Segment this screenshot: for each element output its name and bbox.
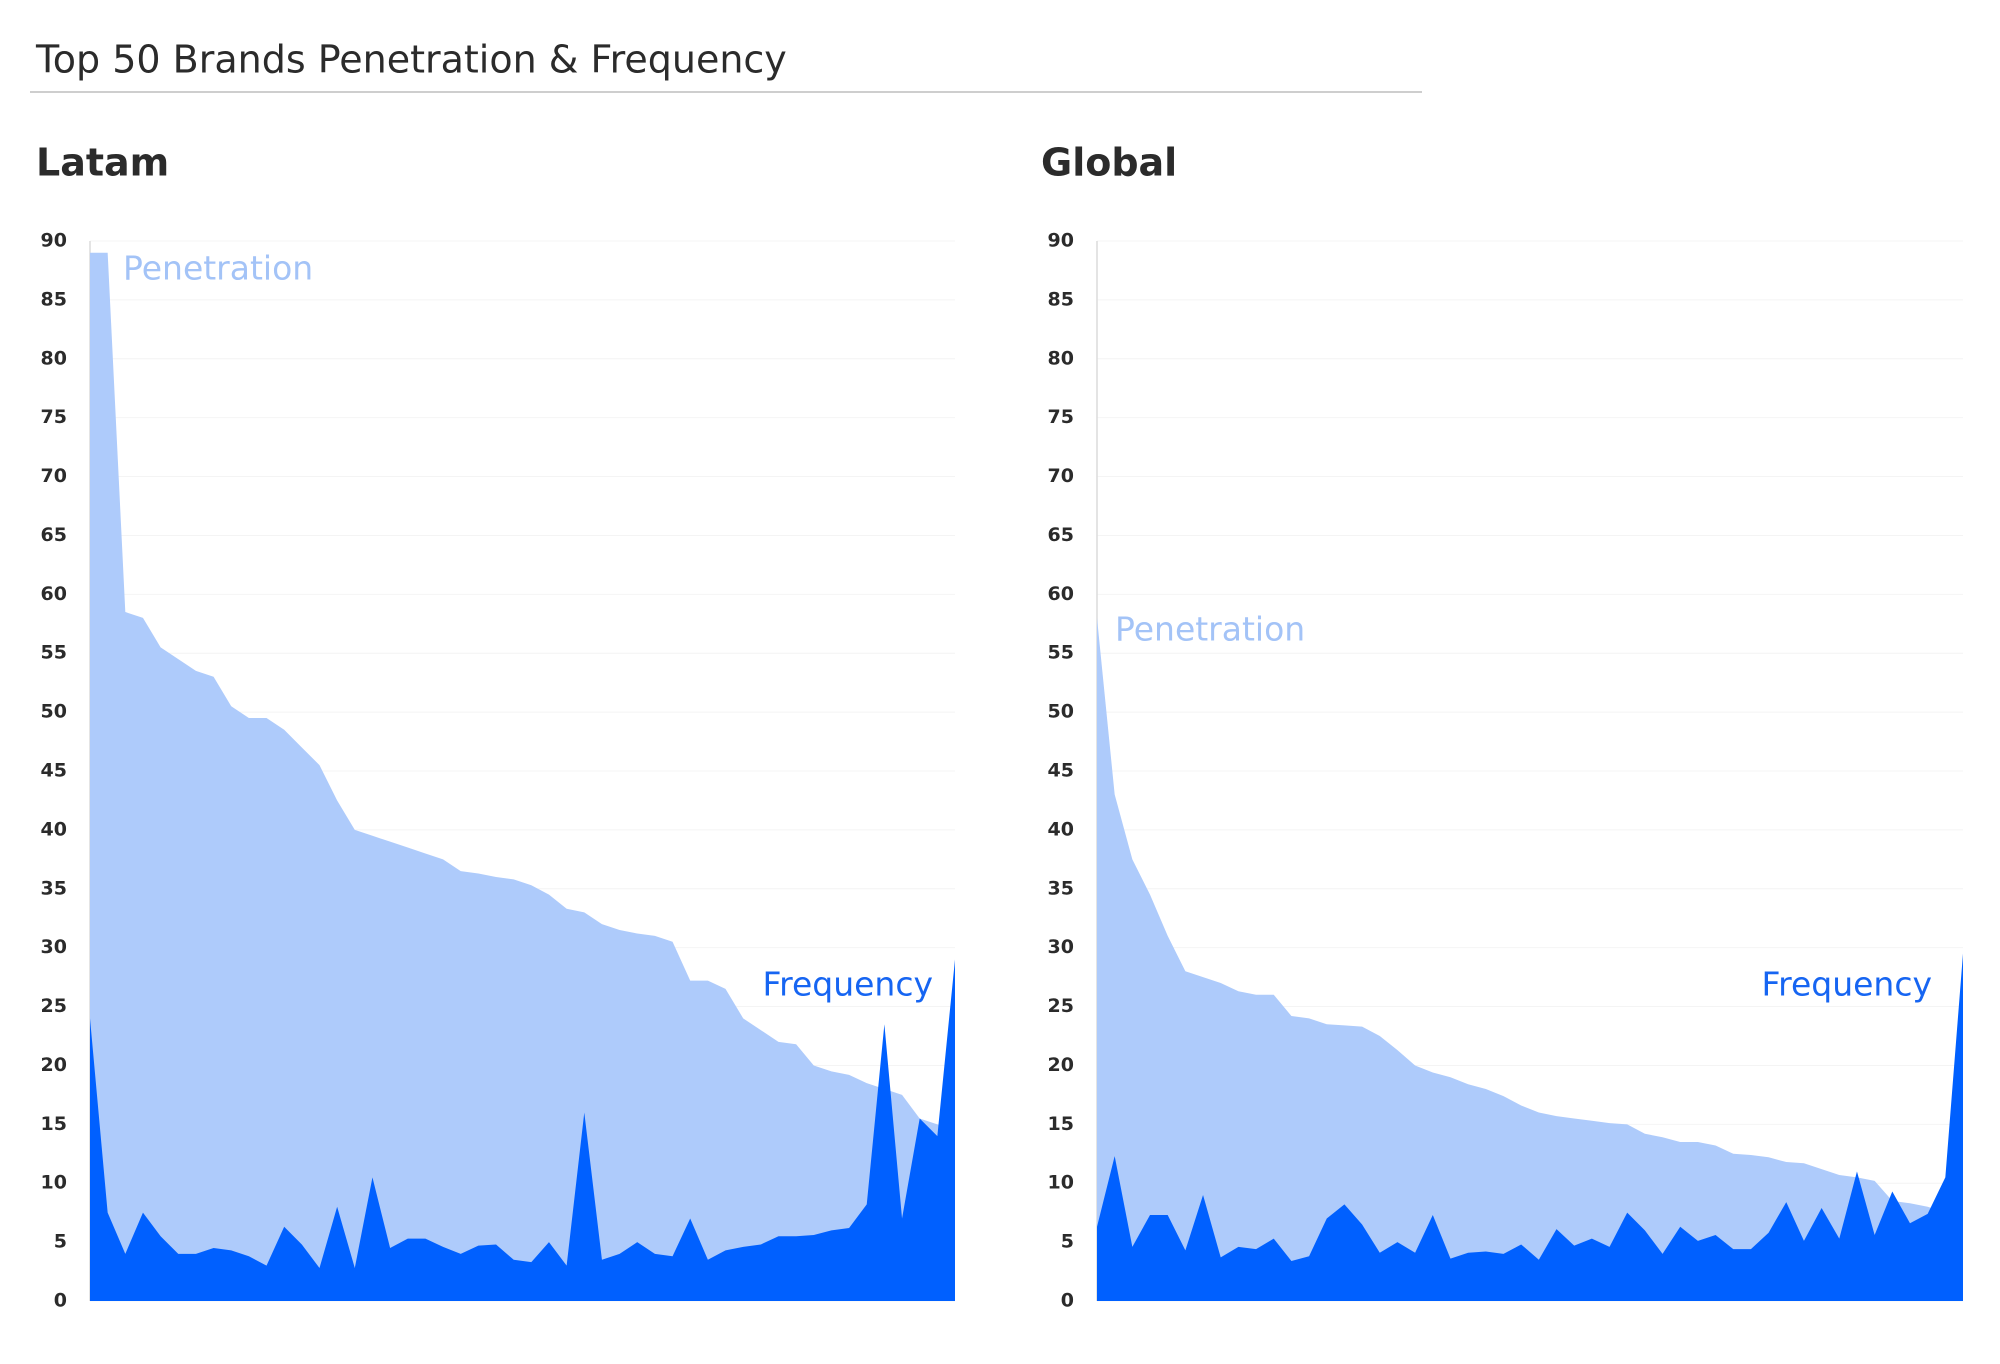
y-tick-label: 5 bbox=[54, 1231, 67, 1253]
area-frequency bbox=[90, 959, 955, 1301]
y-tick-label: 25 bbox=[41, 995, 67, 1017]
y-tick-label: 0 bbox=[1061, 1290, 1074, 1312]
y-tick-label: 0 bbox=[54, 1290, 67, 1312]
y-tick-label: 15 bbox=[1048, 1113, 1074, 1135]
y-tick-label: 85 bbox=[41, 288, 67, 310]
y-tick-label: 65 bbox=[1048, 524, 1074, 546]
area-frequency bbox=[1097, 953, 1963, 1301]
y-tick-label: 35 bbox=[41, 877, 67, 899]
y-tick-label: 60 bbox=[1048, 583, 1074, 605]
y-tick-label: 85 bbox=[1048, 288, 1074, 310]
y-tick-label: 70 bbox=[1048, 465, 1074, 487]
page-title: Top 50 Brands Penetration & Frequency bbox=[35, 38, 787, 82]
y-tick-label: 45 bbox=[41, 760, 67, 782]
series-label: Frequency bbox=[1762, 965, 1932, 1004]
y-tick-label: 45 bbox=[1048, 760, 1074, 782]
y-tick-label: 80 bbox=[41, 347, 67, 369]
y-tick-label: 25 bbox=[1048, 995, 1074, 1017]
y-tick-label: 15 bbox=[41, 1113, 67, 1135]
y-tick-label: 50 bbox=[1048, 701, 1074, 723]
y-tick-label: 30 bbox=[1048, 936, 1074, 958]
y-tick-label: 60 bbox=[41, 583, 67, 605]
y-tick-label: 75 bbox=[41, 406, 67, 428]
y-tick-label: 75 bbox=[1048, 406, 1074, 428]
y-tick-label: 65 bbox=[41, 524, 67, 546]
y-tick-label: 55 bbox=[41, 642, 67, 664]
y-tick-label: 90 bbox=[41, 230, 67, 252]
series-label: Penetration bbox=[123, 249, 313, 288]
y-tick-label: 5 bbox=[1061, 1231, 1074, 1253]
series-label: Penetration bbox=[1115, 610, 1305, 649]
chart-subtitle: Global bbox=[1041, 141, 1177, 185]
chart-subtitle: Latam bbox=[36, 141, 169, 185]
y-tick-label: 35 bbox=[1048, 877, 1074, 899]
y-tick-label: 10 bbox=[41, 1172, 67, 1194]
y-tick-label: 80 bbox=[1048, 347, 1074, 369]
y-tick-label: 20 bbox=[1048, 1054, 1074, 1076]
y-tick-label: 70 bbox=[41, 465, 67, 487]
y-tick-label: 55 bbox=[1048, 642, 1074, 664]
area-penetration bbox=[1097, 617, 1963, 1301]
y-tick-label: 50 bbox=[41, 701, 67, 723]
y-tick-label: 20 bbox=[41, 1054, 67, 1076]
y-tick-label: 90 bbox=[1048, 230, 1074, 252]
y-tick-label: 30 bbox=[41, 936, 67, 958]
series-label: Frequency bbox=[763, 965, 933, 1004]
y-tick-label: 40 bbox=[41, 818, 67, 840]
y-tick-label: 10 bbox=[1048, 1172, 1074, 1194]
y-tick-label: 40 bbox=[1048, 818, 1074, 840]
area-penetration bbox=[90, 252, 955, 1301]
